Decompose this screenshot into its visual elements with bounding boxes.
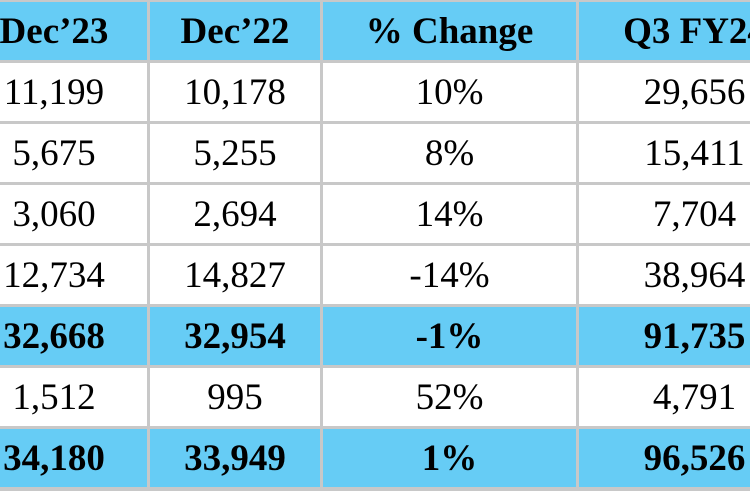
table-cell: 1,512: [0, 368, 147, 426]
header-cell-dec23: Dec’23: [0, 2, 147, 60]
header-cell-pct-change: % Change: [323, 2, 576, 60]
table-cell: 15,411: [579, 124, 750, 182]
table-cell: 8%: [323, 124, 576, 182]
table-cell: 96,526: [579, 429, 750, 487]
table-cell: 995: [150, 368, 320, 426]
table-row: 12,734 14,827 -14% 38,964: [0, 246, 750, 304]
table-cell: 29,656: [579, 63, 750, 121]
header-row: Dec’23 Dec’22 % Change Q3 FY24: [0, 2, 750, 60]
table-cell: 33,949: [150, 429, 320, 487]
table-cell: 10,178: [150, 63, 320, 121]
table-cell: 2,694: [150, 185, 320, 243]
subtotal-row: 32,668 32,954 -1% 91,735: [0, 307, 750, 365]
table-cell: 10%: [323, 63, 576, 121]
table-cell: 4,791: [579, 368, 750, 426]
table-cell: -1%: [323, 307, 576, 365]
table-row: 5,675 5,255 8% 15,411: [0, 124, 750, 182]
header-cell-q3-fy24: Q3 FY24: [579, 2, 750, 60]
table-cell: 34,180: [0, 429, 147, 487]
table-row: 1,512 995 52% 4,791: [0, 368, 750, 426]
table-cell: 7,704: [579, 185, 750, 243]
table-row: 11,199 10,178 10% 29,656: [0, 63, 750, 121]
table-cell: 11,199: [0, 63, 147, 121]
table-cell: 32,954: [150, 307, 320, 365]
table-cell: 14,827: [150, 246, 320, 304]
table-cell: 91,735: [579, 307, 750, 365]
table-cell: 12,734: [0, 246, 147, 304]
table-cell: -14%: [323, 246, 576, 304]
header-cell-dec22: Dec’22: [150, 2, 320, 60]
table-cell: 52%: [323, 368, 576, 426]
table-cell: 5,675: [0, 124, 147, 182]
table-row: 3,060 2,694 14% 7,704: [0, 185, 750, 243]
total-row: 34,180 33,949 1% 96,526: [0, 429, 750, 487]
table-cell: 32,668: [0, 307, 147, 365]
table-cell: 38,964: [579, 246, 750, 304]
table-cell: 5,255: [150, 124, 320, 182]
table-cell: 14%: [323, 185, 576, 243]
table-cell: 3,060: [0, 185, 147, 243]
table-cell: 1%: [323, 429, 576, 487]
